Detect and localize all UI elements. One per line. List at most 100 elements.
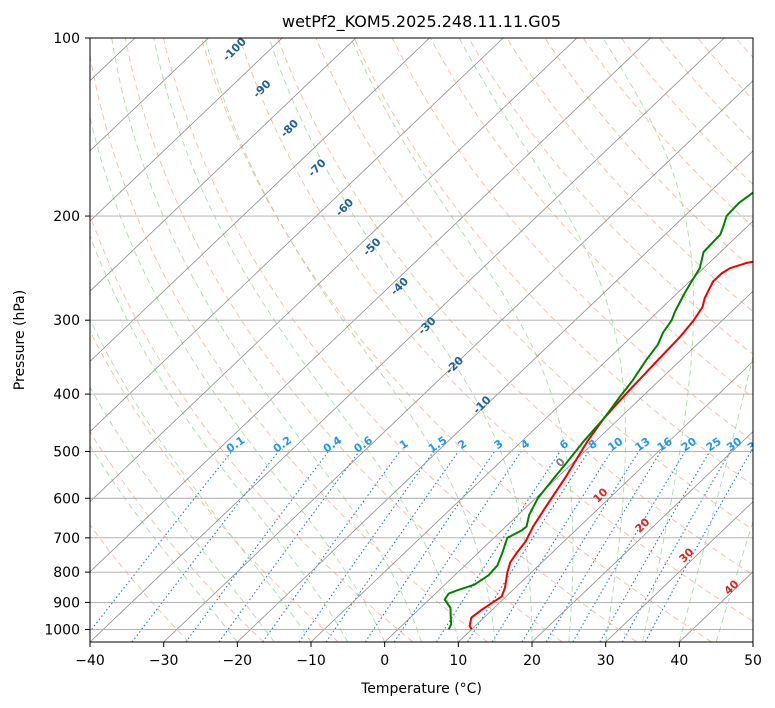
- dry-adiabat-label: -50: [360, 235, 383, 258]
- dry-adiabat-line: [391, 38, 753, 442]
- isobars: [90, 38, 753, 630]
- mixing-ratio-line: [644, 451, 752, 642]
- x-tick-label: 40: [670, 653, 688, 669]
- dry-adiabat-line: [430, 38, 753, 399]
- moist-adiabat-line: [90, 234, 349, 642]
- y-tick-label: 300: [53, 313, 80, 329]
- mixing-ratio-line: [262, 451, 401, 642]
- plot-area: -100-90-80-70-60-50-40-30-20-100.1 0.2 0.4…: [90, 35, 765, 642]
- isotherm-line: [310, 220, 753, 642]
- dry-adiabat-label: -80: [278, 117, 301, 140]
- isotherm-line: [679, 571, 753, 642]
- dry-adiabat-label: -100: [220, 35, 249, 64]
- mixing-ratio-line: [90, 451, 233, 633]
- dry-adiabat-label: -90: [250, 77, 273, 100]
- y-tick-label: 400: [53, 387, 80, 403]
- mixing-ratio-lines: [90, 451, 752, 642]
- mixing-ratio-line: [467, 451, 590, 642]
- dry-adiabat-line: [697, 38, 753, 101]
- x-tick-label: −30: [149, 653, 179, 669]
- x-axis: −40 −30 −20 −10 0 10 20 30 40 50: [75, 642, 762, 669]
- mixing-ratio-line: [521, 451, 640, 642]
- isotherm-line: [90, 38, 357, 292]
- mixing-ratio-label: 36: [745, 435, 765, 455]
- moist-adiabat-line: [90, 115, 386, 642]
- mixing-ratio-line: [491, 451, 612, 642]
- dry-adiabat-line: [582, 38, 753, 228]
- moist-adiabat-label: 40: [722, 577, 742, 597]
- mixing-ratio-line: [325, 451, 459, 642]
- moist-adiabat-line: [715, 520, 753, 642]
- y-tick-label: 500: [53, 444, 80, 460]
- dry-adiabat-line: [620, 38, 753, 185]
- isotherm-line: [237, 150, 753, 642]
- mixing-ratio-line: [599, 451, 711, 642]
- dry-adiabats: [90, 38, 753, 642]
- mixing-ratio-label: 6: [557, 437, 571, 452]
- temperature-line: [468, 260, 753, 630]
- dry-adiabat-line: [544, 38, 753, 270]
- mixing-ratio-label: 0.4: [321, 433, 345, 455]
- mixing-ratio-line: [621, 451, 731, 642]
- mixing-ratio-label: 4: [518, 437, 532, 452]
- dry-adiabat-line: [239, 38, 753, 622]
- moist-adiabat-label: 30: [677, 545, 697, 565]
- y-tick-label: 100: [53, 31, 80, 47]
- mixing-ratio-label: 2: [456, 437, 470, 452]
- moist-adiabat-line: [602, 38, 695, 642]
- moist-adiabat-line: [153, 38, 459, 642]
- dry-adiabat-line: [735, 38, 753, 58]
- dry-adiabat-label: -70: [305, 156, 328, 179]
- isotherm-line: [752, 641, 753, 642]
- y-axis-title: Pressure (hPa): [12, 290, 28, 390]
- moist-adiabat-line: [350, 38, 574, 642]
- y-tick-label: 700: [53, 531, 80, 547]
- x-tick-label: −20: [223, 653, 253, 669]
- y-tick-label: 200: [53, 209, 80, 225]
- moist-adiabat-label: 10: [591, 485, 611, 505]
- dry-adiabat-line: [124, 38, 563, 642]
- moist-adiabat-line: [90, 445, 238, 642]
- mixing-ratio-label: 3: [492, 437, 506, 452]
- moist-adiabats: [90, 38, 753, 642]
- mixing-ratio-line: [131, 451, 279, 642]
- dry-adiabat-line: [90, 214, 414, 642]
- isotherm-line: [384, 290, 753, 642]
- dry-adiabat-line: [162, 38, 638, 642]
- dry-adiabat-line: [506, 38, 753, 313]
- isotherms: [90, 38, 753, 642]
- isotherm-line: [605, 501, 753, 642]
- plot-frame: [89, 37, 754, 643]
- dry-adiabat-line: [90, 53, 488, 642]
- mixing-ratio-label: 1.5: [426, 434, 449, 456]
- x-tick-label: −10: [296, 653, 326, 669]
- mixing-ratio-line: [393, 451, 522, 642]
- mixing-ratio-line: [435, 451, 561, 642]
- dry-adiabat-line: [468, 38, 753, 355]
- isotherm-line: [163, 80, 753, 642]
- y-tick-label: 600: [53, 491, 80, 507]
- isotherm-line: [90, 38, 651, 573]
- y-tick-label: 800: [53, 565, 80, 581]
- y-tick-label: 1000: [44, 622, 80, 638]
- dry-adiabat-label: -40: [388, 275, 411, 298]
- x-tick-label: 0: [380, 653, 389, 669]
- mixing-ratio-line: [218, 451, 360, 642]
- y-tick-label: 900: [53, 595, 80, 611]
- mixing-ratio-line: [298, 451, 435, 642]
- dry-adiabat-line: [90, 330, 339, 642]
- dry-adiabat-line: [659, 38, 753, 143]
- isotherm-line: [90, 38, 578, 503]
- x-tick-label: 30: [597, 653, 615, 669]
- x-axis-title: Temperature (°C): [360, 681, 482, 697]
- moist-adiabat-line: [268, 38, 533, 642]
- moist-adiabat-line: [90, 318, 312, 642]
- x-tick-label: −40: [75, 653, 105, 669]
- dry-adiabat-line: [353, 38, 753, 486]
- dry-adiabat-line: [315, 38, 753, 531]
- moist-adiabat-line: [678, 354, 753, 642]
- mixing-ratio-label: 0.1: [224, 434, 247, 456]
- isotherm-line: [90, 38, 209, 152]
- dry-adiabat-label: -30: [415, 314, 438, 337]
- moist-adiabat-line: [204, 38, 496, 642]
